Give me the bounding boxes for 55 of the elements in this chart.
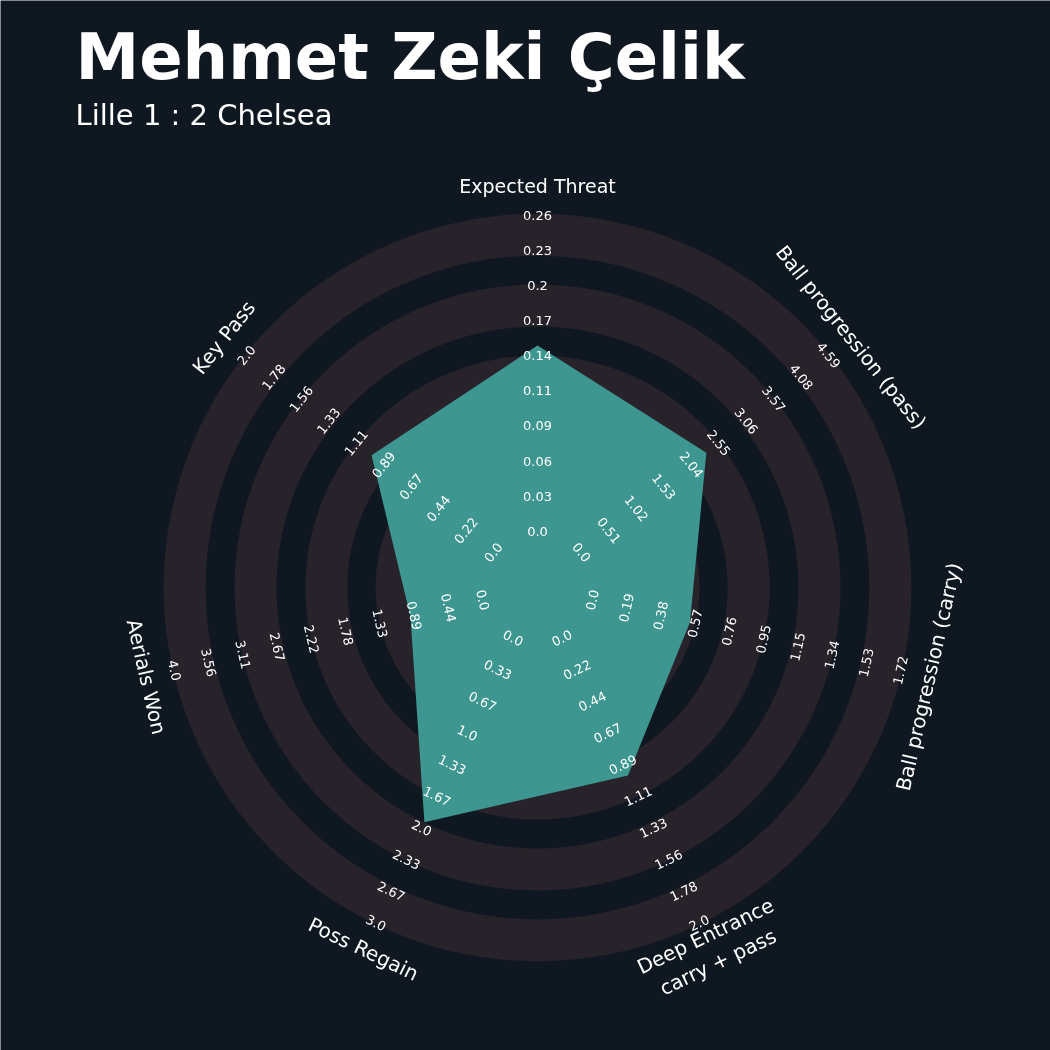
- text: 0.44: [576, 688, 609, 715]
- text: 1.33: [637, 815, 670, 842]
- text: 0.17: [523, 313, 552, 328]
- text: 2.33: [390, 846, 423, 873]
- text: 0.89: [403, 599, 425, 632]
- text: 1.15: [787, 631, 809, 663]
- text: 3.0: [363, 911, 389, 935]
- text: 0.23: [523, 242, 552, 258]
- text: 1.53: [855, 646, 877, 679]
- text: 0.0: [582, 588, 602, 612]
- text: 0.67: [466, 688, 499, 715]
- text: 2.22: [300, 623, 322, 655]
- text: 1.33: [435, 751, 469, 778]
- text: 1.34: [821, 638, 843, 671]
- text: 0.95: [753, 623, 775, 655]
- text: 0.0: [527, 523, 548, 539]
- text: 0.0: [569, 539, 594, 566]
- text: 4.0: [164, 658, 185, 683]
- text: 2.0: [234, 342, 259, 369]
- text: 0.0: [473, 588, 493, 612]
- text: 1.33: [369, 607, 391, 640]
- chart-subtitle: Lille 1 : 2 Chelsea: [75, 97, 333, 132]
- text: 0.44: [437, 592, 459, 624]
- text: 2.67: [266, 631, 288, 663]
- text: 0.76: [718, 615, 740, 648]
- text: 0.89: [606, 751, 640, 778]
- spoke-label: Expected Threat: [459, 175, 616, 198]
- text: 1.56: [652, 846, 685, 873]
- chart-title: Mehmet Zeki Çelik: [75, 19, 746, 94]
- text: 0.0: [549, 626, 575, 650]
- text: 3.11: [232, 638, 254, 671]
- text: 0.57: [684, 607, 706, 640]
- text: 1.11: [621, 783, 655, 810]
- text: 0.11: [523, 383, 552, 399]
- text: 0.06: [523, 453, 552, 469]
- text: 0.0: [481, 539, 506, 566]
- text: 0.67: [591, 720, 624, 747]
- text: 0.03: [523, 488, 552, 504]
- text: 0.38: [650, 599, 672, 632]
- text: 1.78: [335, 615, 357, 648]
- text: 1.67: [420, 783, 454, 810]
- text: 1.72: [890, 654, 912, 687]
- text: 1.78: [667, 878, 701, 905]
- text: 0.0: [500, 626, 526, 650]
- text: 0.2: [527, 277, 548, 293]
- text: 0.22: [560, 656, 594, 683]
- text: 2.67: [374, 878, 408, 905]
- text: 2.0: [409, 816, 435, 840]
- text: 0.33: [481, 656, 515, 683]
- text: 0.09: [523, 418, 552, 434]
- text: 0.26: [523, 207, 552, 223]
- text: 1.0: [454, 721, 480, 745]
- text: 3.56: [198, 646, 220, 679]
- text: 0.14: [523, 348, 552, 364]
- text: 0.19: [616, 592, 638, 624]
